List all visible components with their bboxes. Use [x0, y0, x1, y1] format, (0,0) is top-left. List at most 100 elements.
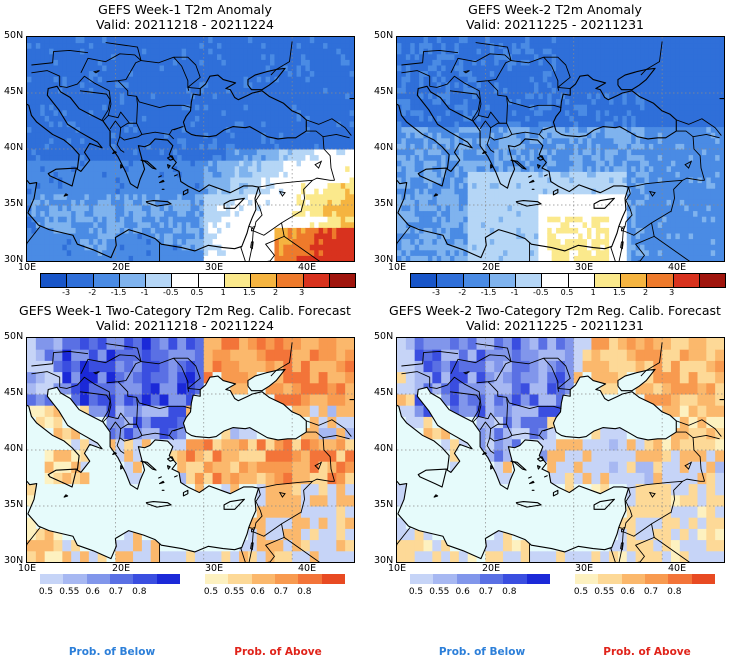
- prob-swatch: [575, 574, 599, 584]
- ytick-30n: 30N: [4, 254, 24, 265]
- panel-valid-anom-w2: Valid: 20211225 - 20211231: [465, 17, 644, 32]
- xtick-10e: 10E: [18, 563, 37, 574]
- map-canvas-prob-w1: [27, 338, 354, 562]
- lakes: [462, 371, 693, 551]
- colorbar-swatch: [488, 274, 515, 287]
- colorbar-swatch: [250, 274, 277, 287]
- colorbar-swatch: [462, 274, 489, 287]
- prob-swatch: [251, 574, 275, 584]
- colorbar-swatch: [171, 274, 198, 287]
- colorbar-label: 1: [590, 288, 596, 297]
- xtick-30e: 30E: [575, 262, 594, 273]
- colorbar-label: 2: [642, 288, 649, 297]
- prob-above-colorbar-w2: [575, 574, 715, 584]
- panel-title-anom-w1: GEFS Week-1 T2m Anomaly: [98, 2, 272, 17]
- ytick-50n: 50N: [4, 30, 24, 41]
- country-borders: [397, 41, 722, 261]
- prob-swatch: [133, 574, 157, 584]
- prob-swatch: [691, 574, 715, 584]
- prob-colorbar-label: 0.6: [250, 587, 265, 597]
- map-prob-w1: [26, 337, 355, 563]
- prob-swatch: [668, 574, 692, 584]
- colorbar-label: -3: [432, 288, 441, 297]
- xtick-10e: 10E: [18, 262, 37, 273]
- prob-swatch: [410, 574, 434, 584]
- xtick-40e: 40E: [668, 563, 687, 574]
- colorbar-label: -3: [62, 288, 71, 297]
- map-anom-w2: [396, 36, 725, 262]
- ytick-45n: 45N: [4, 387, 24, 398]
- prob-swatch: [86, 574, 110, 584]
- colorbar-swatch: [515, 274, 542, 287]
- field-grid: [397, 37, 724, 261]
- ytick-30n: 30N: [4, 555, 24, 566]
- prob-colorbar-label: 0.7: [643, 587, 659, 597]
- panel-valid-prob-w1: Valid: 20211218 - 20211224: [95, 318, 274, 333]
- ytick-40n: 40N: [4, 443, 24, 454]
- ytick-45n: 45N: [374, 387, 394, 398]
- prob-above-label-w2: Prob. of Above: [603, 646, 691, 658]
- prob-colorbar-label: 0.55: [594, 587, 615, 597]
- colorbar-label: -2: [458, 288, 467, 297]
- prob-colorbar-label: 0.5: [408, 587, 424, 597]
- colorbar-swatch: [567, 274, 594, 287]
- country-borders: [27, 342, 352, 562]
- ytick-30n: 30N: [374, 555, 394, 566]
- prob-swatch: [644, 574, 669, 584]
- lakes: [92, 371, 323, 551]
- prob-swatch: [63, 574, 87, 584]
- map-prob-w2: [396, 337, 725, 563]
- field-grid: [397, 338, 724, 562]
- prob-colorbar-label: 0.7: [108, 587, 124, 597]
- colorbar-swatch: [118, 274, 145, 287]
- colorbar-swatch: [328, 274, 355, 287]
- colorbar-label: 0.5: [560, 288, 574, 297]
- ytick-35n: 35N: [4, 499, 24, 510]
- field-grid: [27, 37, 354, 261]
- colorbar-swatch: [672, 274, 699, 287]
- map-canvas-anom-w2: [397, 37, 724, 261]
- prob-swatch: [503, 574, 527, 584]
- prob-below-colorbar-w2: [410, 574, 550, 584]
- lakes: [92, 70, 323, 250]
- prob-swatch: [40, 574, 64, 584]
- prob-above-label-w1: Prob. of Above: [234, 646, 322, 658]
- coastlines: [397, 368, 724, 560]
- colorbar-label: -0.5: [163, 288, 179, 297]
- graticule: [397, 338, 724, 562]
- prob-colorbar-label: 0.6: [455, 587, 470, 597]
- panel-title-prob-w1: GEFS Week-1 Two-Category T2m Reg. Calib.…: [19, 303, 351, 318]
- prob-swatch: [526, 574, 550, 584]
- map-canvas-anom-w1: [27, 37, 354, 261]
- colorbar-label: 3: [669, 288, 675, 297]
- graticule: [397, 37, 724, 261]
- graticule: [27, 37, 354, 261]
- colorbar-swatch: [276, 274, 303, 287]
- prob-swatch: [598, 574, 622, 584]
- prob-colorbar-label: 0.8: [502, 587, 517, 597]
- prob-swatch: [298, 574, 322, 584]
- prob-colorbar-label: 0.6: [620, 587, 635, 597]
- black-sea-fill: [183, 376, 307, 440]
- colorbar-label: -1: [140, 288, 149, 297]
- colorbar-label: 3: [299, 288, 305, 297]
- xtick-40e: 40E: [298, 262, 317, 273]
- ytick-45n: 45N: [4, 86, 24, 97]
- ytick-50n: 50N: [374, 30, 394, 41]
- prob-swatch: [456, 574, 480, 584]
- colorbar-swatch: [66, 274, 93, 287]
- prob-colorbar-label: 0.5: [38, 587, 54, 597]
- ytick-35n: 35N: [374, 499, 394, 510]
- prob-colorbar-label: 0.55: [429, 587, 450, 597]
- coastlines: [397, 67, 724, 259]
- colorbar-label: 1.5: [612, 288, 626, 297]
- prob-colorbar-label: 0.7: [478, 587, 494, 597]
- black-sea-fill: [553, 376, 677, 440]
- xtick-20e: 20E: [112, 563, 131, 574]
- map-canvas-prob-w2: [397, 338, 724, 562]
- prob-swatch: [433, 574, 457, 584]
- prob-swatch: [321, 574, 345, 584]
- ytick-35n: 35N: [4, 198, 24, 209]
- colorbar-swatch: [698, 274, 725, 287]
- xtick-10e: 10E: [388, 262, 407, 273]
